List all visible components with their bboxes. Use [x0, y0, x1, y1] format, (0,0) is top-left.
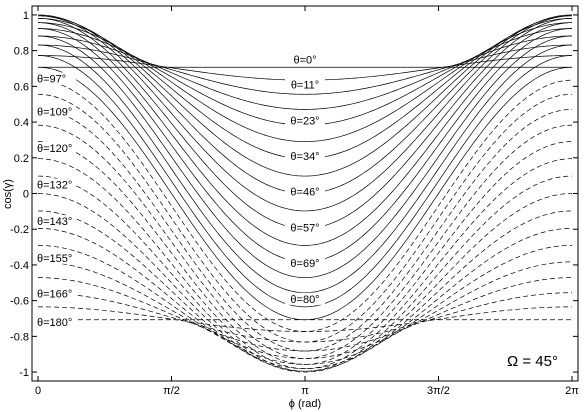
curve-label-center-7-background: [285, 292, 325, 305]
curve-series-22: [37, 158, 573, 369]
curve-label-center-4-background: [285, 185, 325, 198]
curve-label-left-0-background: [36, 72, 76, 85]
y-tick-label-9: -0.8: [10, 331, 29, 343]
y-tick-label-6: -0.2: [10, 224, 29, 236]
curve-label-left-2: θ=120°: [37, 143, 72, 155]
curve-label-left-1-background: [36, 105, 76, 118]
curve-label-center-7: θ=80°: [290, 294, 319, 306]
curve-label-center-1-background: [285, 78, 325, 91]
omega-annotation: Ω = 45°: [507, 353, 558, 370]
curve-label-left-7-background: [36, 316, 76, 329]
curve-series-28: [37, 261, 573, 359]
curve-label-center-5-background: [285, 221, 325, 234]
y-tick-label-8: -0.6: [10, 296, 29, 308]
curve-series-11: [37, 22, 573, 246]
curve-series-27: [37, 245, 573, 365]
curve-label-left-0: θ=97°: [37, 73, 66, 85]
curve-label-left-7: θ=180°: [37, 317, 72, 329]
curve-label-left-2-background: [36, 141, 76, 154]
y-tick-label-10: -1: [19, 367, 29, 379]
curve-label-center-1: θ=11°: [291, 80, 319, 92]
curve-label-left-6-background: [36, 287, 76, 300]
curve-label-center-3-background: [285, 150, 325, 162]
curve-label-left-4: θ=143°: [37, 216, 72, 228]
x-tick-label-3: 3π/2: [427, 385, 450, 397]
curve-series-5: [37, 22, 573, 142]
curve-label-left-1: θ=109°: [37, 106, 72, 118]
y-tick-label-0: 1: [23, 10, 29, 22]
curve-series-19: [37, 109, 573, 352]
curve-series-3: [37, 35, 573, 110]
axis-ticks: 0 π/2 π 3π/2 2π 1 0.8 0.6 0.4 0.2 0 -0.2 -0.4 -0.6 -0.…: [10, 6, 579, 397]
curve-series-26: [37, 227, 573, 369]
x-tick-label-2: π: [301, 385, 309, 397]
curve-label-left-5: θ=155°: [37, 253, 72, 265]
y-tick-label-3: 0.4: [14, 117, 29, 129]
curve-label-left-3: θ=132°: [37, 180, 72, 192]
curve-label-left-6: θ=166°: [37, 289, 72, 301]
curve-series-30: [37, 292, 573, 343]
curve-label-center-6-background: [285, 257, 325, 270]
curve-label-center-2-background: [285, 114, 325, 127]
curve-series-25: [37, 210, 573, 372]
curve-series-29: [37, 277, 573, 352]
y-tick-label-1: 0.8: [14, 46, 29, 58]
curve-series-31: [37, 306, 573, 332]
y-tick-label-5: 0: [23, 189, 29, 201]
curve-series-21: [37, 141, 573, 365]
curve-label-left-4-background: [36, 215, 76, 228]
y-tick-label-7: -0.4: [10, 260, 29, 272]
curve-series-13: [37, 35, 573, 278]
curve-label-left-3-background: [36, 178, 76, 191]
curve-label-group: θ=0° θ=11° θ=23° θ=34° θ=46° θ=57° θ=69° θ=80° θ…: [36, 53, 325, 329]
curve-label-center-5: θ=57°: [290, 222, 319, 234]
curve-label-center-0: θ=0°: [293, 55, 316, 67]
x-tick-label-4: 2π: [565, 385, 579, 397]
curve-series-15: [37, 55, 573, 308]
curve-label-left-5-background: [36, 251, 76, 264]
x-tick-label-1: π/2: [163, 385, 180, 397]
curve-label-center-0-background: [285, 53, 325, 66]
curve-label-center-2: θ=23°: [290, 115, 319, 127]
curve-label-center-4: θ=46°: [290, 187, 319, 199]
curve-label-center-3: θ=34°: [290, 151, 319, 163]
curve-series-8: [37, 14, 573, 194]
curve-series-2: [37, 44, 573, 95]
curve-series-24: [37, 193, 573, 373]
y-axis-title: cos(γ): [2, 179, 14, 209]
curve-series-9: [37, 15, 573, 212]
x-axis-title: ϕ (rad): [289, 398, 321, 410]
x-tick-label-0: 0: [35, 385, 41, 397]
y-tick-label-2: 0.6: [14, 81, 29, 93]
y-tick-label-4: 0.2: [14, 153, 29, 165]
curve-label-center-6: θ=69°: [290, 258, 319, 270]
curve-series-7: [37, 15, 573, 177]
curve-series-23: [37, 175, 573, 372]
curve-series-14: [37, 44, 573, 294]
